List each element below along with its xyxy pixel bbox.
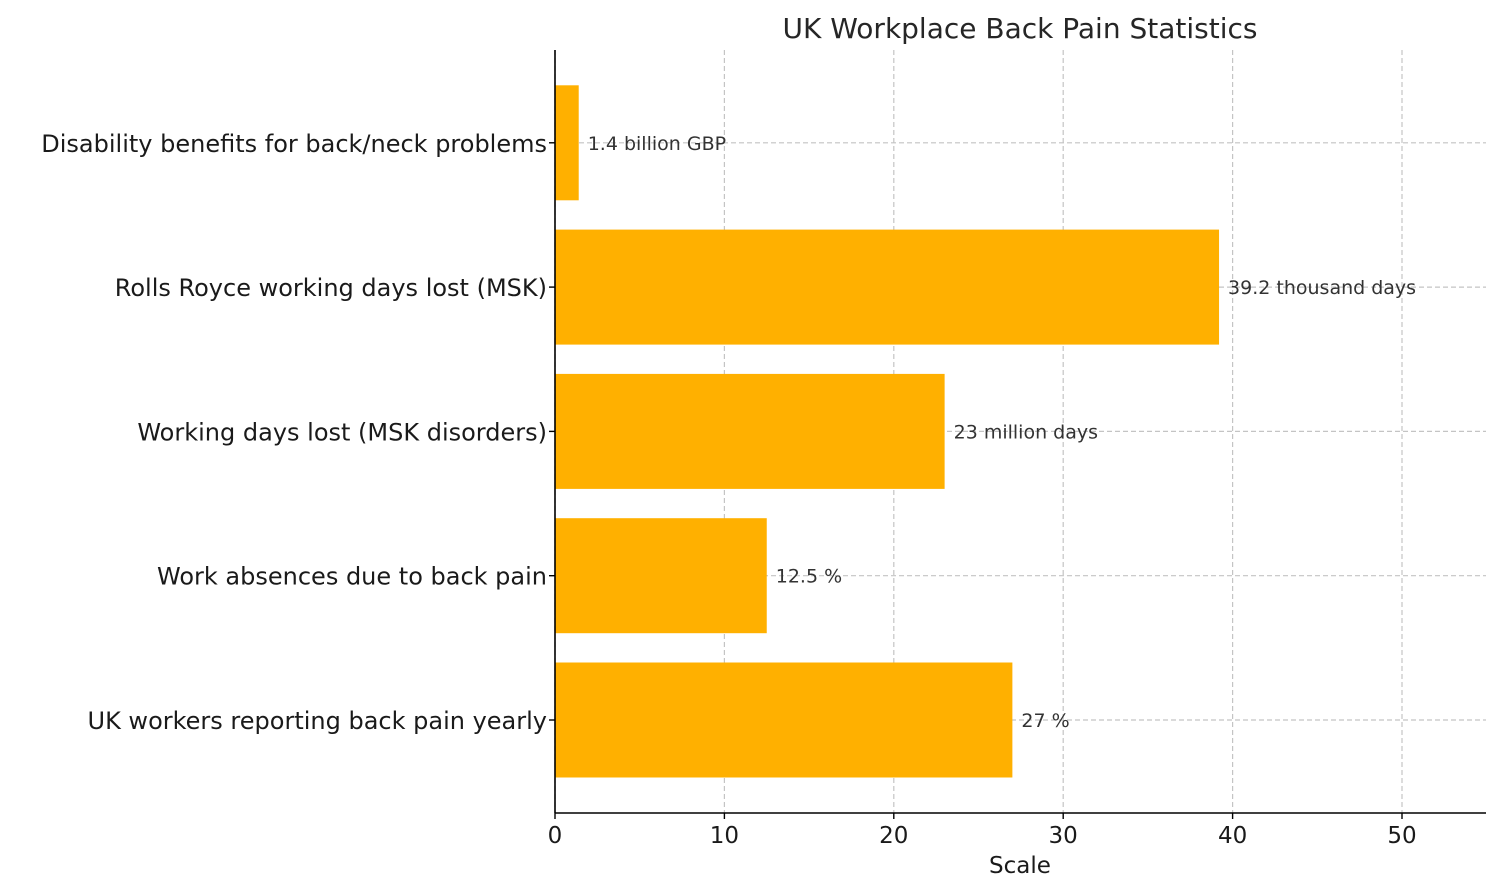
category-label: Work absences due to back pain (157, 563, 547, 591)
x-tick-label: 40 (1218, 823, 1247, 849)
chart-title: UK Workplace Back Pain Statistics (783, 12, 1258, 45)
category-label: Working days lost (MSK disorders) (137, 418, 547, 446)
x-tick-label: 50 (1387, 823, 1416, 849)
axes-layer (549, 50, 1486, 819)
x-tick-label: 30 (1049, 823, 1078, 849)
bar (555, 662, 1013, 778)
x-tick-label: 10 (710, 823, 739, 849)
x-tick-label: 0 (548, 823, 563, 849)
category-label: Disability benefits for back/neck proble… (41, 130, 547, 158)
bar (555, 373, 945, 489)
bar (555, 518, 767, 634)
data-label: 27 % (1021, 710, 1069, 732)
category-label: UK workers reporting back pain yearly (88, 707, 548, 735)
data-label: 1.4 billion GBP (588, 133, 726, 155)
bar (555, 229, 1220, 345)
bars-layer (555, 85, 1220, 778)
category-label: Rolls Royce working days lost (MSK) (115, 274, 547, 302)
data-label: 12.5 % (776, 566, 842, 588)
data-label: 39.2 thousand days (1228, 277, 1416, 299)
x-tick-label: 20 (879, 823, 908, 849)
data-label: 23 million days (954, 421, 1098, 443)
bar (555, 85, 579, 201)
labels-layer: 27 % UK workers reporting back pain yearl… (41, 130, 1416, 849)
x-axis-label: Scale (989, 853, 1051, 879)
